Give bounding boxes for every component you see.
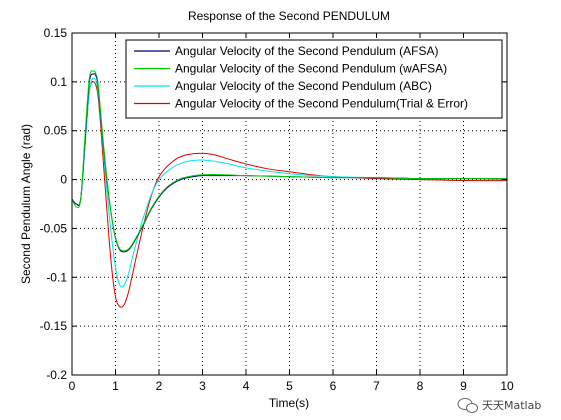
legend-label-wafsa: Angular Velocity of the Second Pendulum …: [175, 62, 447, 76]
series-line-trial-error: [71, 81, 508, 308]
axis-ticks: 0 1 2 3 4 5 6 7 8 9 10 -0.2 -0.15 -0.1 -0.05 0 0.05 0.1 0.…: [40, 26, 514, 393]
x-tick-label: 9: [460, 379, 467, 393]
x-tick-label: 1: [112, 379, 119, 393]
y-tick-label: -0.1: [46, 270, 67, 284]
y-tick-label: 0.1: [50, 75, 67, 89]
x-tick-label: 8: [417, 379, 424, 393]
y-axis-label: Second Pendulum Angle (rad): [19, 124, 33, 284]
legend-label-abc: Angular Velocity of the Second Pendulum …: [175, 79, 432, 93]
series-line-abc: [71, 77, 508, 288]
y-tick-label: 0.15: [44, 26, 68, 40]
x-tick-label: 7: [373, 379, 380, 393]
series-lines: [71, 70, 508, 308]
legend-label-afsa: Angular Velocity of the Second Pendulum …: [175, 44, 438, 58]
x-tick-label: 6: [330, 379, 337, 393]
y-tick-label: -0.05: [40, 221, 68, 235]
chart-title: Response of the Second PENDULUM: [188, 9, 390, 23]
x-tick-label: 3: [199, 379, 206, 393]
legend-box: [125, 39, 503, 119]
x-tick-label: 10: [500, 379, 514, 393]
y-tick-label: 0: [60, 173, 67, 187]
x-tick-label: 5: [286, 379, 293, 393]
x-tick-label: 2: [156, 379, 163, 393]
watermark-text: 天天Matlab: [482, 399, 541, 412]
series-line-wafsa: [71, 70, 508, 252]
x-tick-label: 0: [69, 379, 76, 393]
legend: Angular Velocity of the Second Pendulum …: [125, 39, 503, 119]
x-axis-label: Time(s): [269, 396, 309, 410]
y-tick-label: -0.2: [46, 368, 67, 382]
legend-label-trial-error: Angular Velocity of the Second Pendulum(…: [175, 97, 468, 111]
watermark: 天天Matlab: [457, 398, 541, 413]
wechat-icon: [457, 398, 478, 413]
x-tick-label: 4: [243, 379, 250, 393]
y-tick-label: -0.15: [40, 319, 68, 333]
y-tick-label: 0.05: [44, 124, 68, 138]
